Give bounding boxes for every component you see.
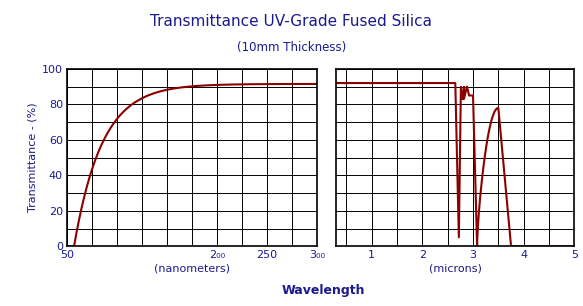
X-axis label: (microns): (microns)	[429, 263, 482, 273]
Text: Transmittance UV-Grade Fused Silica: Transmittance UV-Grade Fused Silica	[150, 14, 433, 29]
X-axis label: (nanometers): (nanometers)	[154, 263, 230, 273]
Text: (10mm Thickness): (10mm Thickness)	[237, 41, 346, 54]
Text: Wavelength: Wavelength	[282, 284, 366, 297]
Y-axis label: Transmittance - (%): Transmittance - (%)	[28, 103, 38, 212]
